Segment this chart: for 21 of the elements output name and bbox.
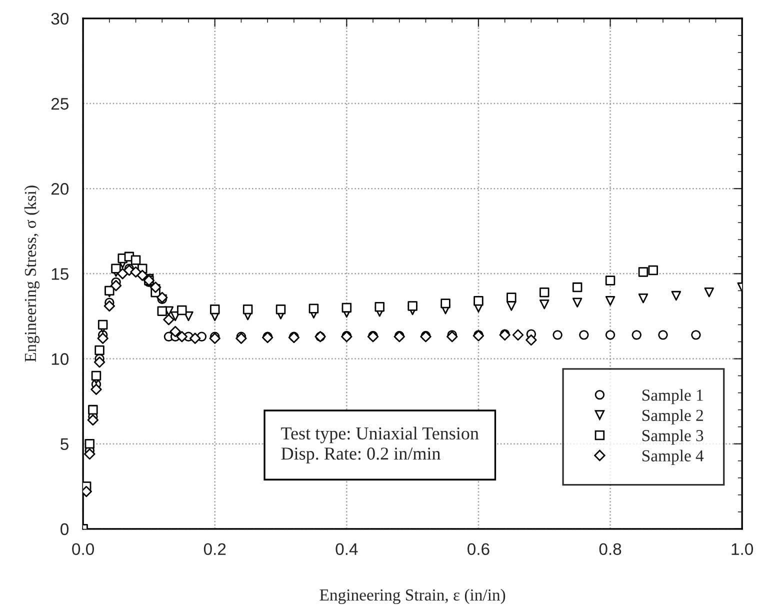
- x-tick-label: 0.2: [204, 543, 226, 556]
- legend-label: Sample 2: [642, 409, 703, 424]
- y-tick-label: 5: [60, 438, 68, 450]
- y-tick-label: 25: [51, 98, 68, 110]
- x-tick-label: 0.6: [468, 543, 490, 556]
- annotation: Disp. Rate: 0.2 in/min: [281, 448, 440, 464]
- x-tick-label: 1.0: [732, 543, 754, 556]
- y-tick-label: 30: [51, 12, 69, 25]
- x-tick-label: 0.4: [336, 543, 358, 556]
- y-axis-title: Engineering Stress, σ (ksi): [24, 186, 40, 362]
- x-axis-title: Engineering Strain, ε (in/in): [320, 588, 506, 604]
- y-tick-label: 0: [60, 523, 69, 536]
- y-tick-label: 15: [52, 268, 68, 280]
- legend-label: Sample 4: [642, 450, 704, 465]
- annotation: Test type: Uniaxial Tension: [281, 426, 479, 444]
- y-tick-label: 20: [51, 183, 69, 195]
- x-tick-label: 0.8: [599, 543, 622, 556]
- x-tick-label: 0.0: [72, 543, 94, 556]
- legend-label: Sample 3: [642, 430, 704, 445]
- y-tick-label: 10: [52, 353, 69, 365]
- legend-label: Sample 1: [642, 389, 703, 404]
